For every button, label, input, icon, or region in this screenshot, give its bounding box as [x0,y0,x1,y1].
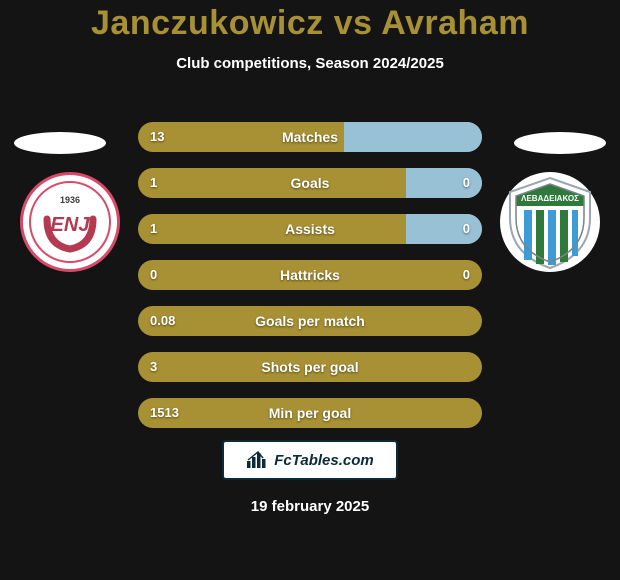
team-badge-right: ΛΕΒΑΔΕΙΑΚΟΣ [500,172,600,272]
infographic-container: Janczukowicz vs Avraham Club competition… [0,0,620,580]
stat-bar-left [138,352,482,382]
stat-value-left: 3 [150,352,157,382]
badge-right-text: ΛΕΒΑΔΕΙΑΚΟΣ [521,194,579,203]
stats-area: 1936 ENJ ΛΕΒΑΔΕΙΑΚΟΣ 13Matches 1Goals0 1As… [0,108,620,436]
stat-value-left: 0 [150,260,157,290]
badge-left-year: 1936 [60,195,80,205]
stat-row: 1Assists0 [138,214,482,244]
stat-row: 3Shots per goal [138,352,482,382]
stat-value-right: 0 [463,260,470,290]
stat-row: 13Matches [138,122,482,152]
stat-value-left: 1 [150,214,157,244]
stat-value-right: 0 [463,214,470,244]
stat-value-left: 13 [150,122,164,152]
stat-row: 1513Min per goal [138,398,482,428]
team-crest-right-icon: ΛΕΒΑΔΕΙΑΚΟΣ [500,172,600,272]
stat-row: 0Hattricks0 [138,260,482,290]
bars-icon [246,451,268,469]
team-crest-left-icon: 1936 ENJ [27,179,113,265]
stat-value-right: 0 [463,168,470,198]
badge-left-text: ENJ [51,214,91,236]
stat-bar-left [138,398,482,428]
stat-row: 1Goals0 [138,168,482,198]
attribution-text: FcTables.com [274,452,373,469]
stat-bar-left [138,260,482,290]
stat-value-left: 1 [150,168,157,198]
player-halo-left [14,132,106,154]
stat-bar-right [344,122,482,152]
footer-date: 19 february 2025 [0,498,620,515]
stat-bar-right [406,168,482,198]
stat-value-left: 1513 [150,398,179,428]
team-badge-left: 1936 ENJ [20,172,120,272]
stat-bar-left [138,306,482,336]
page-title: Janczukowicz vs Avraham [0,4,620,43]
stat-value-left: 0.08 [150,306,175,336]
page-subtitle: Club competitions, Season 2024/2025 [0,55,620,72]
stat-row: 0.08Goals per match [138,306,482,336]
stat-rows: 13Matches 1Goals0 1Assists0 0Hattricks0 0.08… [138,122,482,444]
player-halo-right [514,132,606,154]
attribution-badge[interactable]: FcTables.com [222,440,398,480]
stat-bar-right [406,214,482,244]
